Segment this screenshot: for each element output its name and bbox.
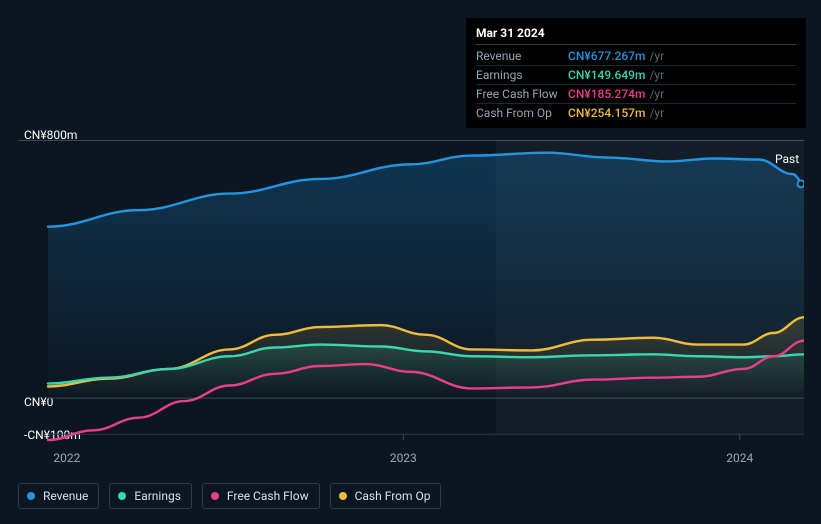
tooltip-row-value: CN¥677.267m — [568, 47, 645, 65]
chart-legend: Revenue Earnings Free Cash Flow Cash From O… — [18, 483, 441, 509]
tooltip-row-suffix: /yr — [649, 104, 664, 122]
tooltip-row: Free Cash FlowCN¥185.274m/yr — [476, 85, 796, 104]
legend-dot-icon — [118, 492, 126, 500]
legend-item[interactable]: Free Cash Flow — [202, 483, 320, 509]
tooltip-date: Mar 31 2024 — [476, 26, 796, 45]
tooltip-row-suffix: /yr — [649, 47, 664, 65]
tooltip-row-value: CN¥254.157m — [568, 104, 645, 122]
tooltip-row-value: CN¥149.649m — [568, 66, 645, 84]
tooltip-row-label: Earnings — [476, 66, 568, 84]
x-axis-tick: 2023 — [390, 451, 417, 465]
legend-label: Earnings — [134, 489, 181, 503]
legend-item[interactable]: Cash From Op — [330, 483, 442, 509]
tooltip-row-label: Cash From Op — [476, 104, 568, 122]
chart-container: Mar 31 2024 RevenueCN¥677.267m/yrEarning… — [0, 0, 821, 524]
legend-dot-icon — [27, 492, 35, 500]
legend-label: Revenue — [43, 489, 88, 503]
series-marker — [798, 180, 805, 187]
tooltip-row-label: Free Cash Flow — [476, 85, 568, 103]
tooltip-row-suffix: /yr — [649, 85, 664, 103]
line-chart[interactable] — [18, 140, 804, 442]
tooltip-row-suffix: /yr — [649, 66, 664, 84]
tooltip-row: RevenueCN¥677.267m/yr — [476, 47, 796, 66]
x-axis-tick: 2024 — [726, 451, 753, 465]
legend-label: Free Cash Flow — [227, 489, 309, 503]
tooltip-row: Cash From OpCN¥254.157m/yr — [476, 104, 796, 122]
legend-item[interactable]: Earnings — [109, 483, 192, 509]
tooltip-row: EarningsCN¥149.649m/yr — [476, 66, 796, 85]
legend-dot-icon — [211, 492, 219, 500]
chart-tooltip: Mar 31 2024 RevenueCN¥677.267m/yrEarning… — [466, 18, 806, 128]
legend-item[interactable]: Revenue — [18, 483, 99, 509]
legend-label: Cash From Op — [355, 489, 431, 503]
tooltip-row-label: Revenue — [476, 47, 568, 65]
legend-dot-icon — [339, 492, 347, 500]
x-axis-tick: 2022 — [53, 451, 80, 465]
tooltip-row-value: CN¥185.274m — [568, 85, 645, 103]
